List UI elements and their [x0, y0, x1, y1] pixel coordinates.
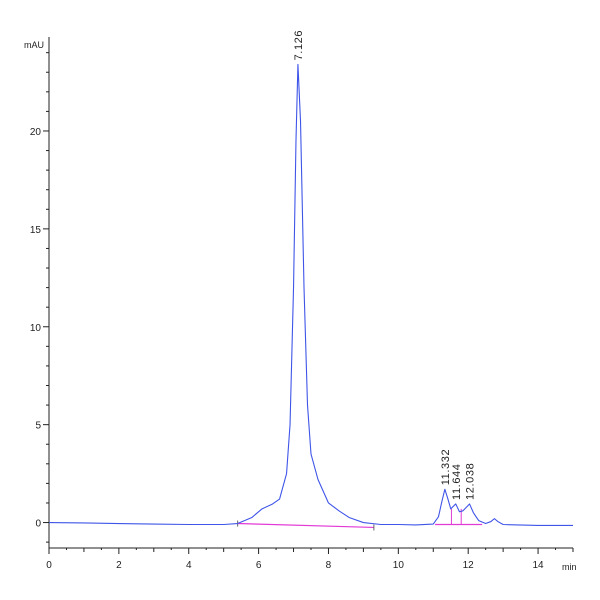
- peak-label: 11.332: [440, 449, 452, 485]
- trace-layer: [48, 63, 573, 527]
- chromatogram-trace: [48, 63, 573, 527]
- peak-label: 7.126: [293, 30, 305, 61]
- x-tick-label: 0: [46, 560, 52, 571]
- x-axis-unit-label: min: [562, 562, 577, 572]
- y-tick-label: 0: [35, 519, 41, 530]
- y-tick-label: 20: [30, 127, 42, 138]
- y-tick-label: 5: [35, 421, 41, 432]
- peak-label: 12.038: [465, 463, 477, 500]
- x-tick-label: 2: [116, 560, 122, 571]
- axes: [48, 37, 573, 549]
- x-axis-ticks: 0 2 4 6 8 10 12 14: [46, 548, 574, 571]
- baseline-segment: [237, 522, 374, 529]
- x-tick-label: 12: [463, 560, 475, 571]
- y-axis-unit-label: mAU: [24, 40, 44, 50]
- x-tick-label: 8: [326, 560, 332, 571]
- y-tick-label: 15: [30, 225, 42, 236]
- peak-label: 11.644: [451, 464, 463, 500]
- y-tick-label: 10: [30, 323, 42, 334]
- y-axis-ticks: 0 5 10 15 20: [30, 52, 49, 543]
- x-tick-label: 4: [186, 560, 192, 571]
- x-tick-label: 14: [533, 560, 545, 571]
- x-tick-label: 6: [256, 560, 262, 571]
- integration-baselines: [237, 522, 483, 529]
- x-tick-label: 10: [393, 560, 405, 571]
